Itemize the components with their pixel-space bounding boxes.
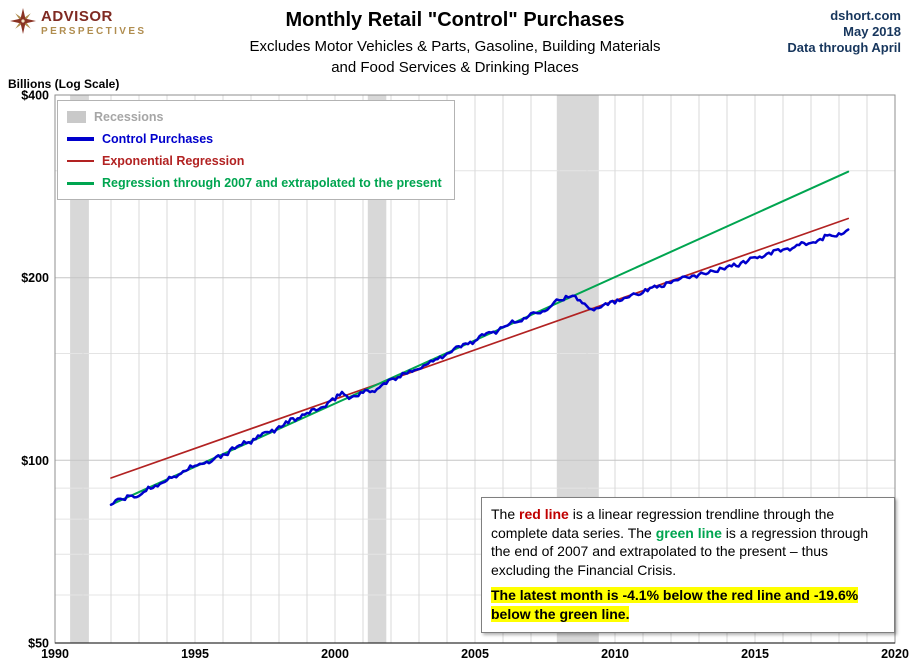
y-tick-label: $50	[28, 637, 49, 651]
legend-label-recessions: Recessions	[94, 110, 164, 124]
logo-text: ADVISOR PERSPECTIVES	[41, 8, 147, 37]
legend-item-regression-through-2007: Regression through 2007 and extrapolated…	[67, 176, 442, 190]
logo-perspectives: PERSPECTIVES	[41, 26, 147, 37]
legend-item-control-purchases: Control Purchases	[67, 132, 442, 146]
x-tick-label: 2000	[321, 647, 349, 661]
annotation-body: The red line is a linear regression tren…	[491, 505, 885, 579]
legend-item-exponential-regression: Exponential Regression	[67, 154, 442, 168]
legend-swatch-exponential-regression	[67, 160, 94, 162]
source-site: dshort.com	[830, 8, 901, 23]
legend-swatch-recessions	[67, 111, 86, 123]
series-control-purchases	[109, 228, 850, 506]
y-tick-label: $400	[21, 89, 49, 103]
annotation-segment: is a regression through the end of 2007 …	[491, 524, 869, 578]
y-axis-unit-label: Billions (Log Scale)	[8, 77, 120, 91]
legend-label-control-purchases: Control Purchases	[102, 132, 214, 146]
annotation-box: The red line is a linear regression tren…	[481, 497, 895, 633]
logo-advisor: ADVISOR	[41, 8, 113, 25]
annotation-segment: red line	[519, 506, 569, 522]
compass-rose-icon	[10, 8, 36, 34]
legend-label-regression-through-2007: Regression through 2007 and extrapolated…	[102, 176, 442, 190]
y-tick-label: $100	[21, 454, 49, 468]
x-tick-label: 1995	[181, 647, 209, 661]
annotation-highlight-text: The latest month is -4.1% below the red …	[491, 587, 859, 623]
annotation-segment: green line	[655, 524, 722, 541]
advisor-perspectives-logo: ADVISOR PERSPECTIVES	[10, 8, 147, 37]
legend-item-recessions: Recessions	[67, 110, 442, 124]
legend-swatch-control-purchases	[67, 137, 94, 141]
annotation-segment: The	[491, 506, 520, 522]
series-exponential-regression	[110, 217, 850, 479]
chart-title: Monthly Retail "Control" Purchases	[285, 9, 625, 31]
chart-subtitle-line1: Excludes Motor Vehicles & Parts, Gasolin…	[249, 38, 661, 55]
legend-swatch-regression-through-2007	[67, 181, 94, 185]
x-tick-label: 2010	[601, 647, 629, 661]
annotation-segment: is a linear regression trendline through…	[491, 506, 835, 541]
annotation-highlight-row: The latest month is -4.1% below the red …	[491, 586, 885, 623]
source-date: May 2018	[843, 24, 901, 39]
recession-band	[70, 95, 89, 643]
legend: Recessions Control Purchases Exponential R…	[57, 100, 455, 200]
recession-band	[367, 95, 387, 643]
y-tick-label: $200	[21, 271, 49, 285]
source-note: Data through April	[787, 40, 901, 55]
source-attribution: dshort.com May 2018 Data through April	[787, 8, 901, 56]
x-tick-label: 2015	[741, 647, 769, 661]
x-tick-label: 2005	[461, 647, 489, 661]
chart-subtitle-line2: and Food Services & Drinking Places	[331, 59, 579, 76]
legend-label-exponential-regression: Exponential Regression	[102, 154, 245, 168]
x-tick-label: 1990	[41, 647, 69, 661]
x-tick-label: 2020	[881, 647, 909, 661]
